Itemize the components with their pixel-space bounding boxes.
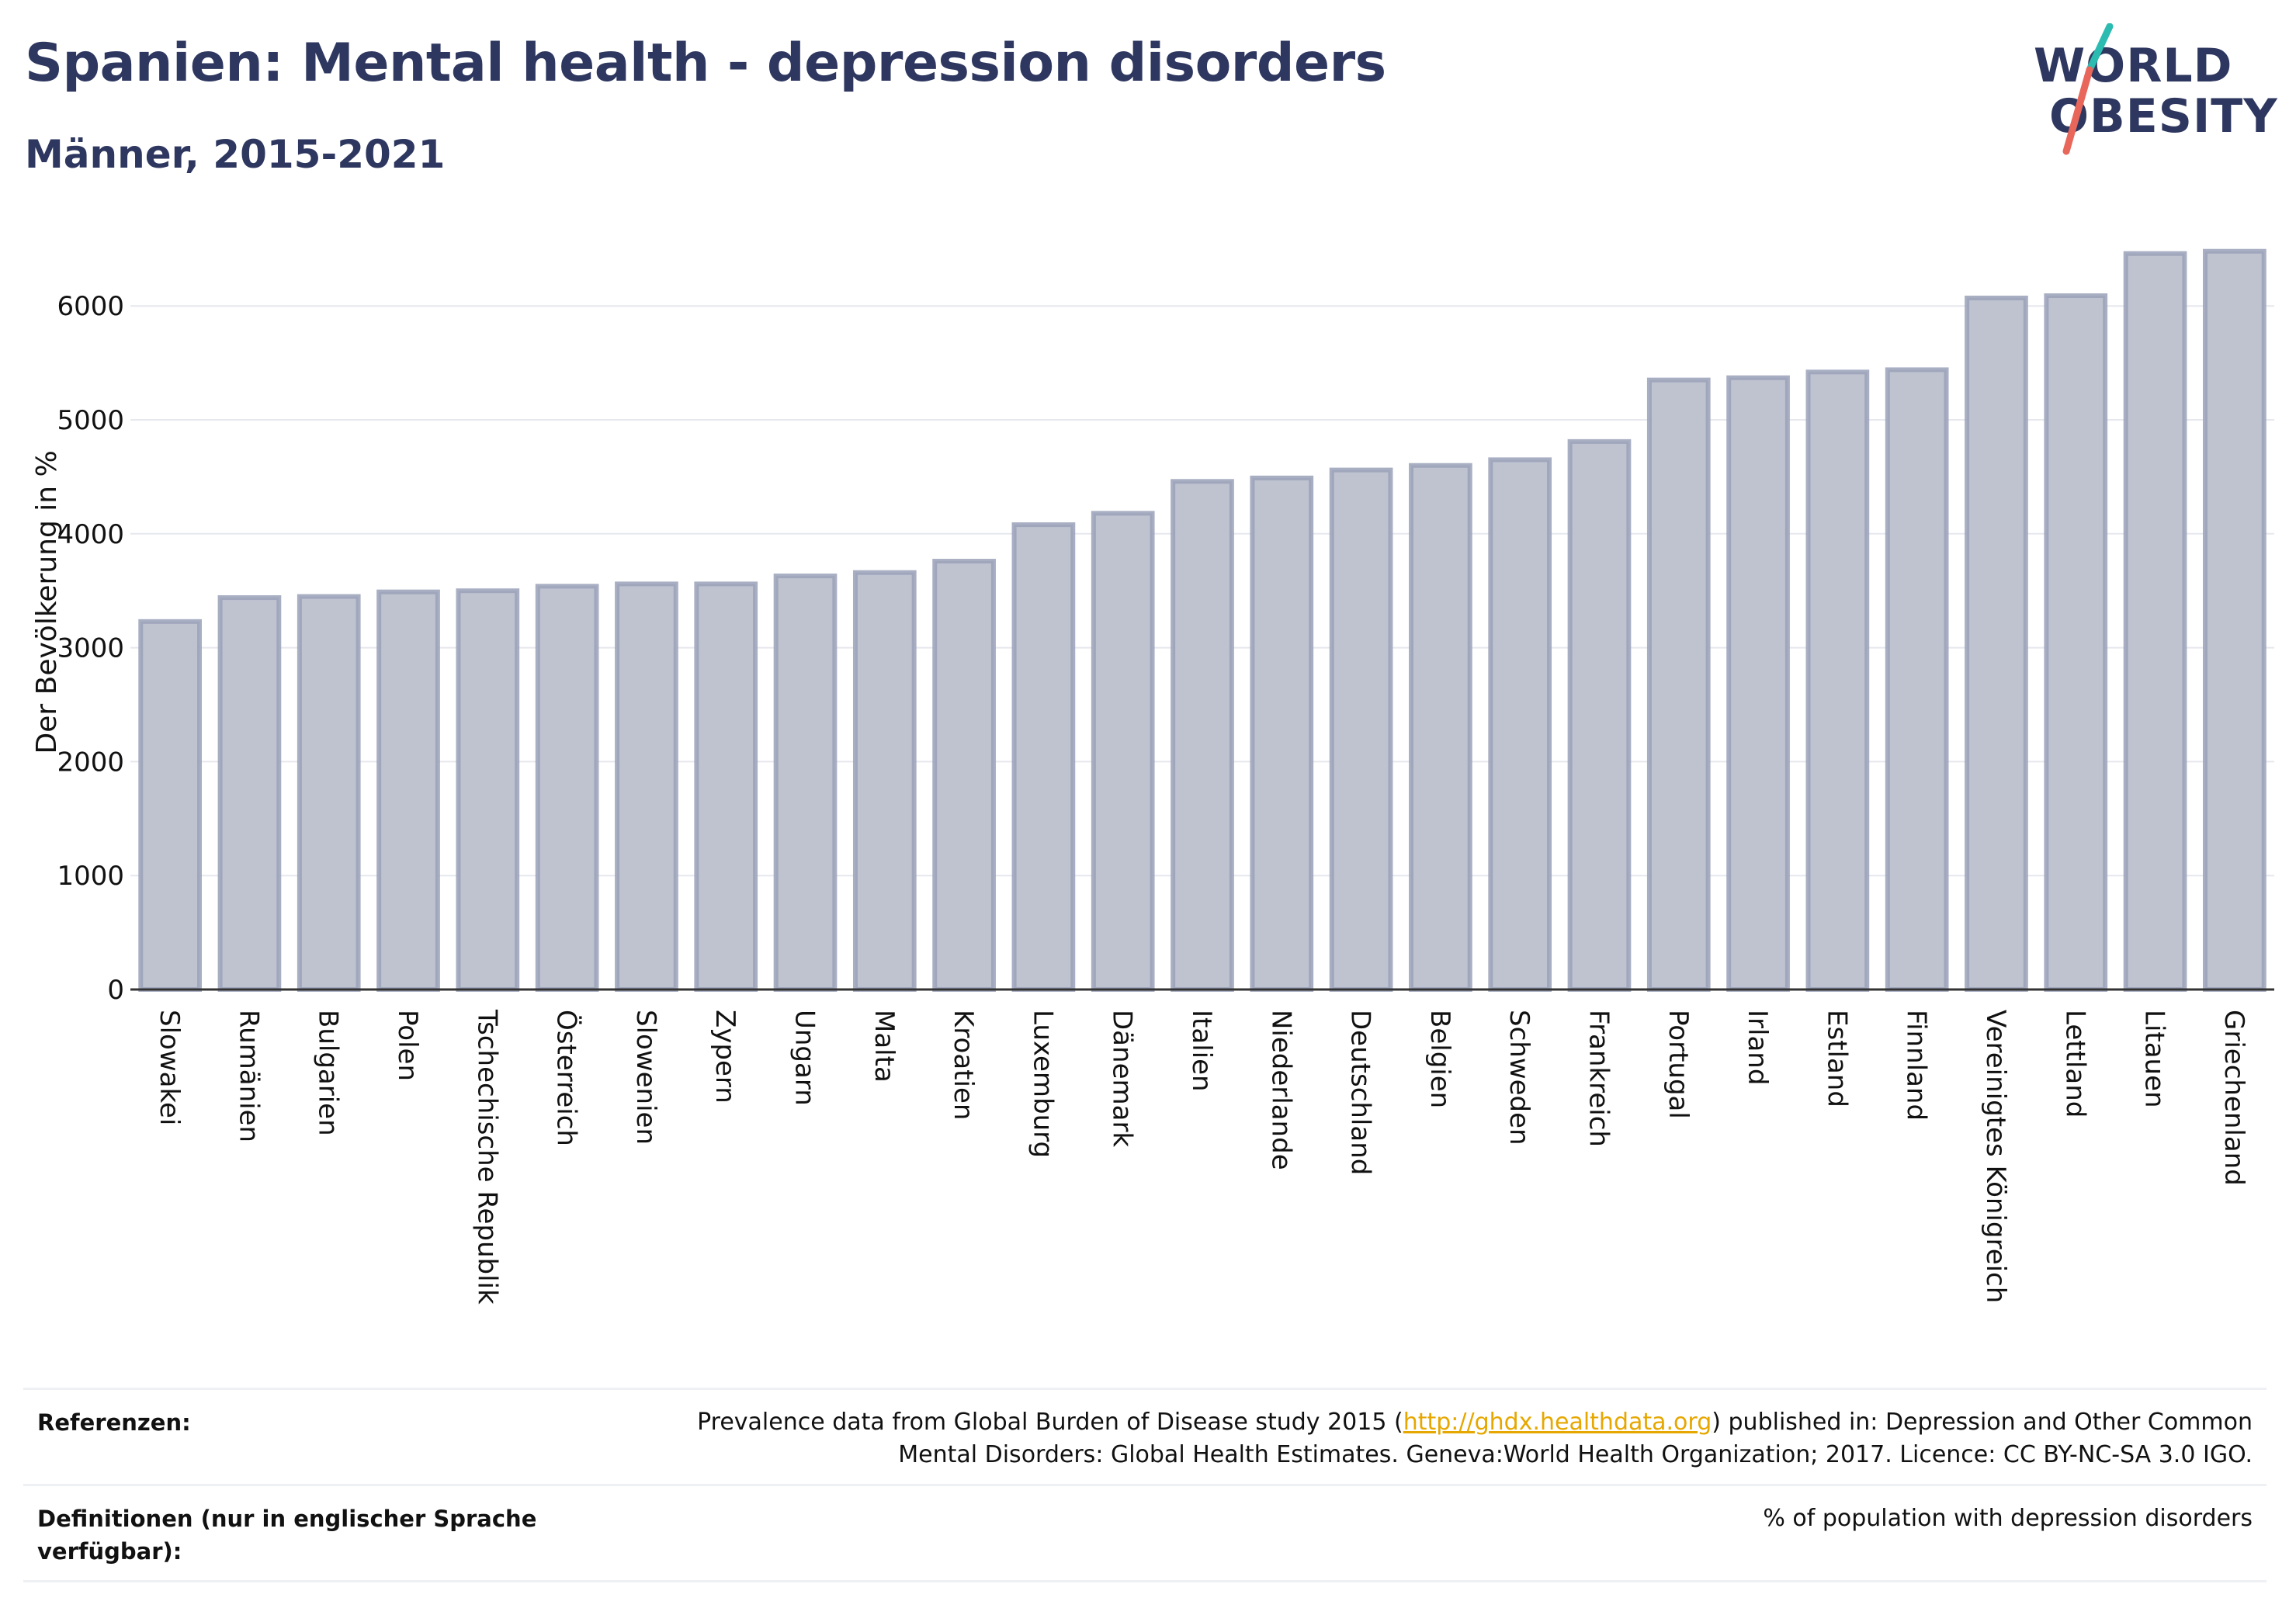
footer-divider-bottom — [23, 1580, 2267, 1582]
y-axis-title: Der Bevölkerung in % — [31, 450, 63, 754]
bar — [694, 581, 758, 992]
y-tick-label: 6000 — [57, 291, 124, 322]
x-tick-label: Portugal — [1663, 1010, 1694, 1119]
x-tick-label: Lettland — [2059, 1010, 2090, 1118]
bar — [297, 594, 361, 992]
bar — [2123, 251, 2187, 992]
bar-chart: 0 1000 2000 3000 4000 5000 6000 Slowakei Rumänie… — [31, 248, 2274, 1305]
x-tick-label: Polen — [392, 1010, 423, 1081]
x-tick-label: Tschechische Republik — [471, 1009, 502, 1305]
y-tick-label: 2000 — [57, 747, 124, 778]
x-tick-label: Frankreich — [1583, 1010, 1614, 1147]
x-tick-label: Schweden — [1503, 1010, 1535, 1145]
logo-line-1: WORLD — [2034, 39, 2233, 93]
bar — [138, 619, 202, 992]
x-tick-label: Vereinigtes Königreich — [1980, 1010, 2011, 1303]
bar — [1965, 295, 2028, 992]
references-line-1: Prevalence data from Global Burden of Di… — [697, 1406, 2253, 1439]
bar — [1646, 377, 1711, 992]
bar — [932, 559, 996, 992]
bar — [1726, 375, 1790, 992]
references-label: Referenzen: — [37, 1409, 191, 1436]
bar — [535, 584, 599, 992]
logo-line-2: OBESITY — [2049, 89, 2278, 144]
bar — [2203, 248, 2267, 992]
bar — [1091, 511, 1155, 992]
x-tick-label: Zypern — [709, 1010, 740, 1104]
x-tick-label: Slowakei — [154, 1010, 185, 1125]
x-tick-label: Kroatien — [948, 1010, 979, 1120]
definitions-label-line-1: Definitionen (nur in englischer Sprache — [37, 1506, 537, 1532]
world-obesity-logo: WORLD OBESITY — [2018, 23, 2282, 163]
y-tick-label: 3000 — [57, 633, 124, 664]
y-tick-label: 0 — [107, 975, 124, 1006]
bar — [1488, 457, 1552, 992]
definitions-label-line-2: verfügbar): — [37, 1538, 182, 1565]
x-tick-label: Griechenland — [2218, 1010, 2249, 1186]
definitions-label: Definitionen (nur in englischer Sprache … — [37, 1502, 536, 1568]
x-tick-label: Deutschland — [1345, 1010, 1376, 1175]
footer-divider-top — [23, 1388, 2267, 1390]
bar — [2044, 293, 2108, 993]
references-text-after: ) published in: Depression and Other Com… — [1712, 1409, 2253, 1436]
x-tick-label: Slowenien — [630, 1010, 661, 1145]
definitions-row: Definitionen (nur in englischer Sprache … — [23, 1492, 2267, 1577]
bar — [1250, 475, 1314, 992]
y-tick-label: 4000 — [57, 519, 124, 550]
x-tick-label: Litauen — [2139, 1010, 2170, 1108]
y-tick-label: 1000 — [57, 861, 124, 892]
bar — [773, 574, 838, 992]
logo-slash-icon — [2062, 23, 2114, 155]
page-subtitle: Männer, 2015-2021 — [25, 132, 446, 177]
bar — [217, 595, 282, 992]
bar — [1329, 467, 1393, 992]
bar — [615, 581, 678, 992]
x-tick-label: Dänemark — [1107, 1010, 1138, 1147]
bar — [1409, 463, 1472, 992]
x-tick-label: Finnland — [1901, 1010, 1932, 1121]
x-tick-label: Belgien — [1424, 1010, 1455, 1108]
references-line-2: Mental Disorders: Global Health Estimate… — [898, 1441, 2253, 1468]
references-text: Prevalence data from Global Burden of Di… — [697, 1406, 2253, 1471]
x-tick-label: Österreich — [551, 1010, 583, 1146]
bar — [376, 589, 440, 992]
x-tick-label: Italien — [1186, 1010, 1217, 1092]
tick-labels: 0 1000 2000 3000 4000 5000 6000 Slowakei Rumänie… — [57, 291, 2249, 1305]
bar — [456, 588, 520, 992]
bars — [138, 248, 2267, 993]
page-title: Spanien: Mental health - depression diso… — [25, 33, 1386, 94]
definitions-text: % of population with depression disorder… — [1763, 1505, 2253, 1532]
references-text-before: Prevalence data from Global Burden of Di… — [697, 1409, 1403, 1436]
x-tick-label: Estland — [1821, 1010, 1852, 1107]
bar — [1567, 438, 1632, 992]
bar — [1171, 479, 1234, 992]
bar — [1011, 522, 1076, 992]
x-tick-label: Rumänien — [233, 1010, 264, 1142]
y-tick-label: 5000 — [57, 405, 124, 436]
references-link[interactable]: http://ghdx.healthdata.org — [1403, 1409, 1712, 1436]
x-tick-label: Ungarn — [789, 1010, 820, 1106]
bar — [1805, 369, 1870, 992]
x-tick-label: Niederlande — [1265, 1010, 1296, 1170]
bar — [1885, 367, 1949, 992]
bar — [852, 570, 917, 992]
x-tick-label: Malta — [869, 1010, 900, 1083]
x-tick-label: Luxemburg — [1027, 1010, 1058, 1158]
references-row: Referenzen: Prevalence data from Global … — [23, 1397, 2267, 1478]
footer-divider-middle — [23, 1484, 2267, 1486]
x-tick-label: Bulgarien — [313, 1010, 344, 1136]
x-tick-label: Irland — [1742, 1010, 1773, 1085]
